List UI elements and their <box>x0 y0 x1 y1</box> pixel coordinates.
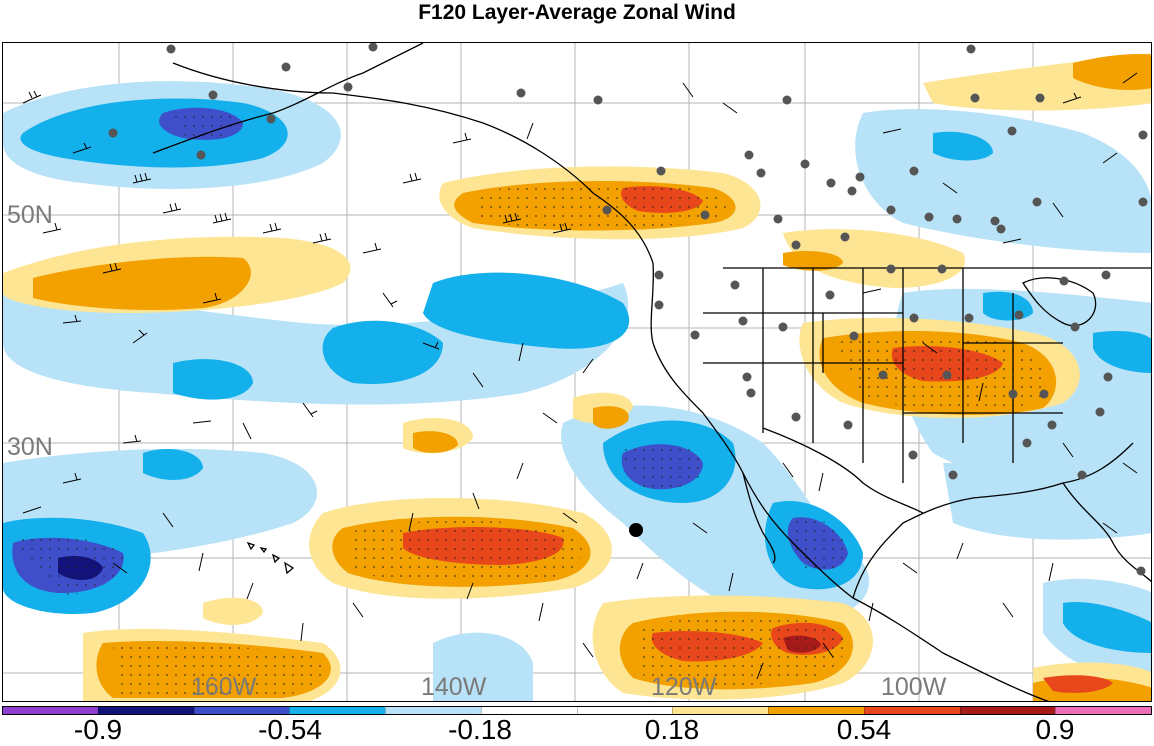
colorbar-tick-label: 0.18 <box>644 714 700 745</box>
latitude-label-30n: 30N <box>7 433 53 461</box>
longitude-label-100w: 100W <box>881 673 947 701</box>
longitude-label-160w: 160W <box>191 673 257 701</box>
colorbar-segment <box>959 707 1056 714</box>
map-panel[interactable]: 50N 30N 160W 140W 120W 100W <box>2 42 1152 702</box>
zonal-wind-field <box>3 43 1151 701</box>
map-title: F120 Layer-Average Zonal Wind <box>418 1 736 24</box>
colorbar <box>2 706 1152 715</box>
colorbar-tick-label: -0.9 <box>73 714 123 745</box>
colorbar-segment <box>863 707 960 714</box>
center-point-marker <box>629 523 643 537</box>
colorbar-segment <box>480 707 577 714</box>
colorbar-segment <box>289 707 385 714</box>
colorbar-tick-label: 0.54 <box>836 714 892 745</box>
colorbar-tick-label: 0.9 <box>1035 714 1075 745</box>
latitude-label-50n: 50N <box>7 201 53 229</box>
significance-stipple <box>15 110 1048 695</box>
colorbar-segment <box>768 707 864 714</box>
colorbar-segment <box>193 707 290 714</box>
longitude-label-140w: 140W <box>421 673 487 701</box>
colorbar-segment <box>576 707 673 714</box>
colorbar-segment <box>3 707 98 714</box>
wind-barbs <box>22 72 1138 680</box>
colorbar-segment <box>97 707 194 714</box>
colorbar-segment <box>1055 707 1151 714</box>
colorbar-tick-label: -0.54 <box>258 714 322 745</box>
station-dots <box>108 43 1148 576</box>
colorbar-segment <box>672 707 768 714</box>
colorbar-tick-label: -0.18 <box>448 714 512 745</box>
colorbar-segment <box>385 707 481 714</box>
longitude-label-120w: 120W <box>651 673 717 701</box>
